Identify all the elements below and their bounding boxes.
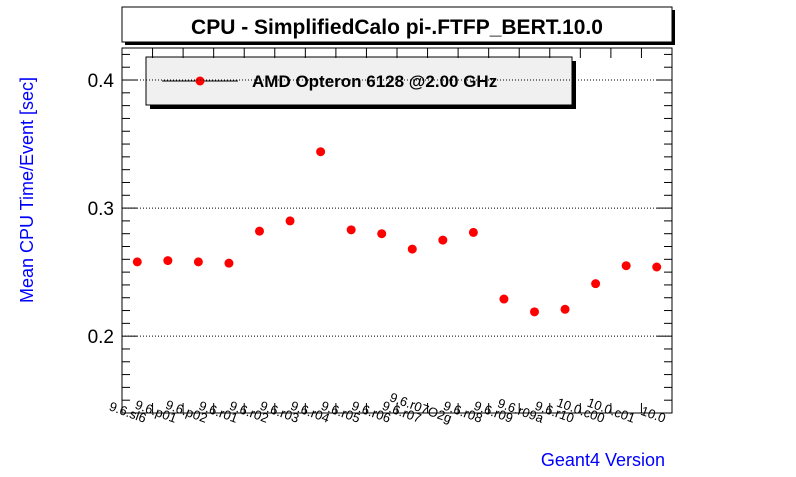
data-point bbox=[224, 258, 234, 268]
data-point bbox=[316, 147, 326, 157]
data-point bbox=[438, 235, 448, 245]
y-axis-label: Mean CPU Time/Event [sec] bbox=[17, 77, 37, 303]
data-point bbox=[621, 261, 631, 271]
data-point bbox=[346, 225, 356, 235]
data-point bbox=[468, 227, 478, 237]
data-point bbox=[407, 244, 417, 254]
data-point bbox=[377, 229, 387, 239]
y-tick-label: 0.2 bbox=[88, 327, 114, 348]
chart-title: CPU - SimplifiedCalo pi-.FTFP_BERT.10.0 bbox=[191, 16, 603, 39]
data-point bbox=[652, 262, 662, 272]
data-point bbox=[499, 294, 509, 304]
data-point bbox=[132, 257, 142, 267]
data-point bbox=[560, 304, 570, 314]
data-point bbox=[591, 279, 601, 289]
y-tick-label: 0.4 bbox=[88, 71, 115, 92]
legend-label: AMD Opteron 6128 @2.00 GHz bbox=[252, 72, 497, 91]
x-axis-label: Geant4 Version bbox=[541, 450, 665, 470]
legend-marker bbox=[195, 76, 205, 86]
data-point bbox=[285, 216, 295, 226]
y-tick-label: 0.3 bbox=[88, 199, 114, 220]
data-point bbox=[163, 256, 173, 266]
title-box: CPU - SimplifiedCalo pi-.FTFP_BERT.10.0 bbox=[121, 6, 675, 45]
data-point bbox=[193, 257, 203, 267]
data-point bbox=[255, 226, 264, 236]
legend: AMD Opteron 6128 @2.00 GHz bbox=[145, 56, 576, 109]
data-point bbox=[530, 307, 539, 317]
x-tick-label: 10.0 bbox=[639, 403, 668, 426]
